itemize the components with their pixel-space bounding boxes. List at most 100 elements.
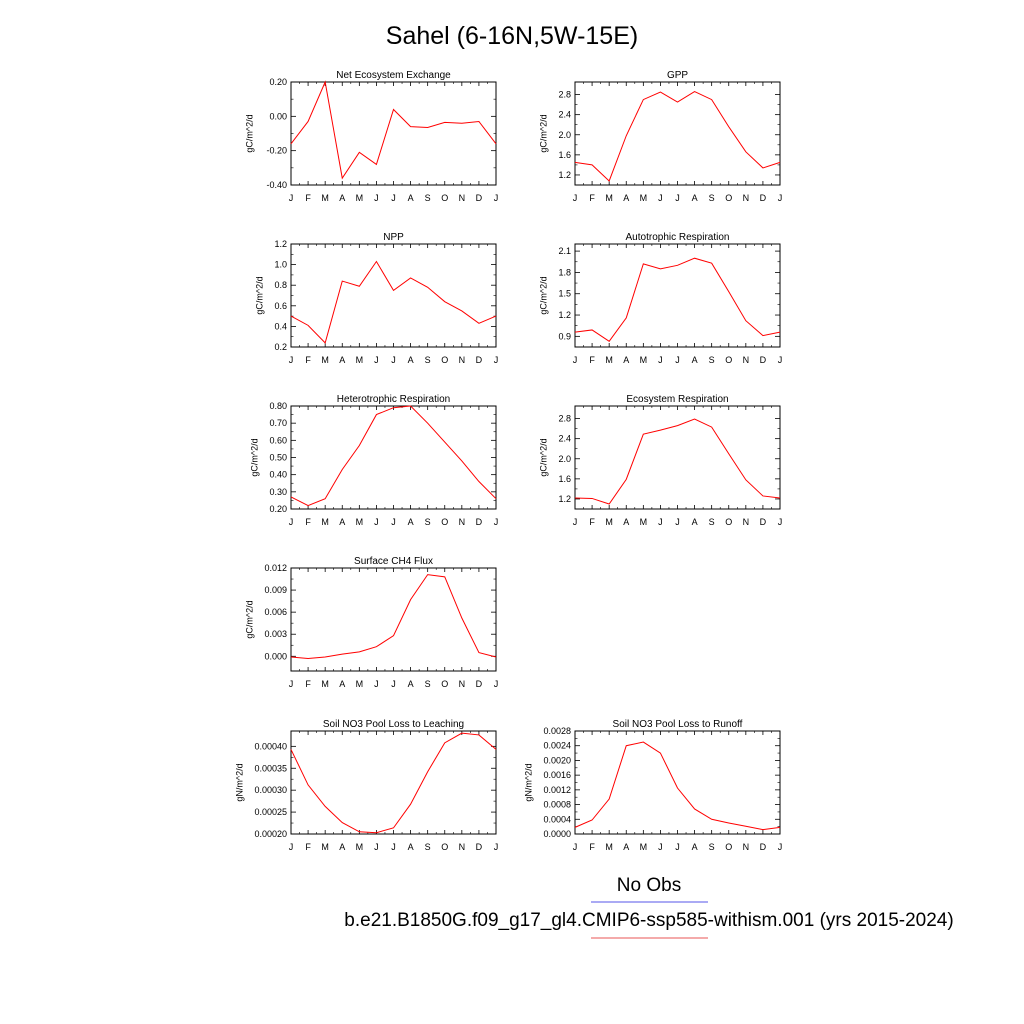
y-axis-label: gC/m^2/d [245, 600, 255, 638]
y-tick-label: 2.0 [558, 130, 571, 140]
x-tick-label: A [339, 842, 345, 852]
x-tick-label: S [425, 679, 431, 689]
x-tick-label: J [778, 842, 783, 852]
y-tick-label: 0.006 [264, 607, 287, 617]
x-tick-label: D [760, 842, 767, 852]
x-tick-label: S [425, 193, 431, 203]
x-tick-label: M [321, 193, 329, 203]
x-tick-label: J [289, 355, 294, 365]
y-tick-label: 0.00035 [254, 763, 287, 773]
x-tick-label: O [725, 842, 732, 852]
x-tick-label: M [605, 355, 613, 365]
y-tick-label: 0.012 [264, 563, 287, 573]
x-tick-label: J [778, 517, 783, 527]
x-tick-label: J [658, 517, 663, 527]
x-tick-label: A [623, 842, 629, 852]
x-tick-label: S [709, 517, 715, 527]
x-tick-label: A [623, 517, 629, 527]
x-tick-label: M [640, 355, 648, 365]
y-tick-label: 0.00020 [254, 829, 287, 839]
x-tick-label: J [374, 679, 379, 689]
x-tick-label: J [658, 842, 663, 852]
x-tick-label: A [692, 517, 698, 527]
y-tick-label: 2.8 [558, 90, 571, 100]
y-tick-label: -0.20 [266, 146, 287, 156]
plot-frame [574, 730, 781, 835]
series-line [290, 732, 497, 834]
y-tick-label: 0.20 [269, 77, 287, 87]
panel-title: GPP [667, 70, 688, 81]
x-tick-label: O [725, 193, 732, 203]
x-tick-label: J [391, 842, 396, 852]
x-tick-label: D [476, 355, 483, 365]
panel-title: NPP [383, 232, 404, 243]
y-tick-label: 0.00030 [254, 785, 287, 795]
x-tick-label: J [494, 355, 499, 365]
panel-title: Autotrophic Respiration [626, 232, 730, 243]
x-tick-label: S [425, 842, 431, 852]
y-tick-label: 0.0020 [543, 755, 571, 765]
x-tick-label: N [459, 517, 466, 527]
panel-title: Surface CH4 Flux [354, 556, 433, 567]
y-tick-label: 1.5 [558, 289, 571, 299]
x-tick-label: F [305, 193, 311, 203]
x-tick-label: M [356, 679, 364, 689]
x-tick-label: M [640, 193, 648, 203]
x-tick-label: J [573, 842, 578, 852]
x-tick-label: J [675, 842, 680, 852]
y-tick-label: 0.00040 [254, 741, 287, 751]
x-tick-label: A [623, 355, 629, 365]
panel-4: J F M A M J J A S O N D J0.200.300.400.500.600.700.8… [250, 394, 499, 527]
series-line [574, 90, 781, 182]
x-tick-label: D [760, 517, 767, 527]
x-tick-label: A [408, 842, 414, 852]
x-tick-label: O [725, 517, 732, 527]
x-tick-label: J [289, 842, 294, 852]
x-tick-label: N [459, 355, 466, 365]
y-axis-label: gC/m^2/d [255, 276, 265, 314]
series-line [574, 257, 781, 343]
x-tick-label: D [476, 517, 483, 527]
x-tick-label: M [605, 517, 613, 527]
x-tick-label: D [760, 355, 767, 365]
panel-6: J F M A M J J A S O N D J0.0000.0030.0060.0090.012Su… [245, 556, 499, 689]
y-tick-label: 0.30 [269, 487, 287, 497]
x-tick-label: F [589, 842, 595, 852]
x-tick-label: A [692, 842, 698, 852]
x-tick-label: J [391, 679, 396, 689]
x-tick-label: A [623, 193, 629, 203]
y-tick-label: -0.40 [266, 180, 287, 190]
x-tick-label: A [339, 517, 345, 527]
x-tick-label: J [374, 517, 379, 527]
y-tick-label: 0.003 [264, 629, 287, 639]
x-tick-label: A [408, 355, 414, 365]
plot-frame [574, 243, 781, 348]
x-tick-label: J [573, 193, 578, 203]
x-tick-label: J [391, 517, 396, 527]
series-line [574, 418, 781, 505]
series-line [290, 80, 497, 180]
y-tick-label: 1.2 [558, 310, 571, 320]
panel-2: J F M A M J J A S O N D J0.20.40.60.81.01.2NPPgC/m^2… [255, 232, 499, 365]
series-line [574, 741, 781, 831]
x-tick-label: M [356, 517, 364, 527]
y-tick-label: 0.00025 [254, 807, 287, 817]
x-tick-label: J [494, 842, 499, 852]
panel-title: Net Ecosystem Exchange [336, 70, 451, 81]
y-tick-label: 0.6 [274, 301, 287, 311]
x-tick-label: A [408, 193, 414, 203]
plot-frame [574, 405, 781, 510]
y-tick-label: 0.0024 [543, 741, 571, 751]
y-tick-label: 1.8 [558, 267, 571, 277]
y-axis-label: gC/m^2/d [539, 438, 549, 476]
y-tick-label: 0.0028 [543, 726, 571, 736]
x-tick-label: S [425, 517, 431, 527]
y-tick-label: 1.2 [558, 494, 571, 504]
x-tick-label: N [743, 193, 750, 203]
x-tick-label: M [356, 842, 364, 852]
x-tick-label: J [289, 679, 294, 689]
x-tick-label: N [743, 517, 750, 527]
x-tick-label: N [743, 842, 750, 852]
x-tick-label: N [459, 679, 466, 689]
